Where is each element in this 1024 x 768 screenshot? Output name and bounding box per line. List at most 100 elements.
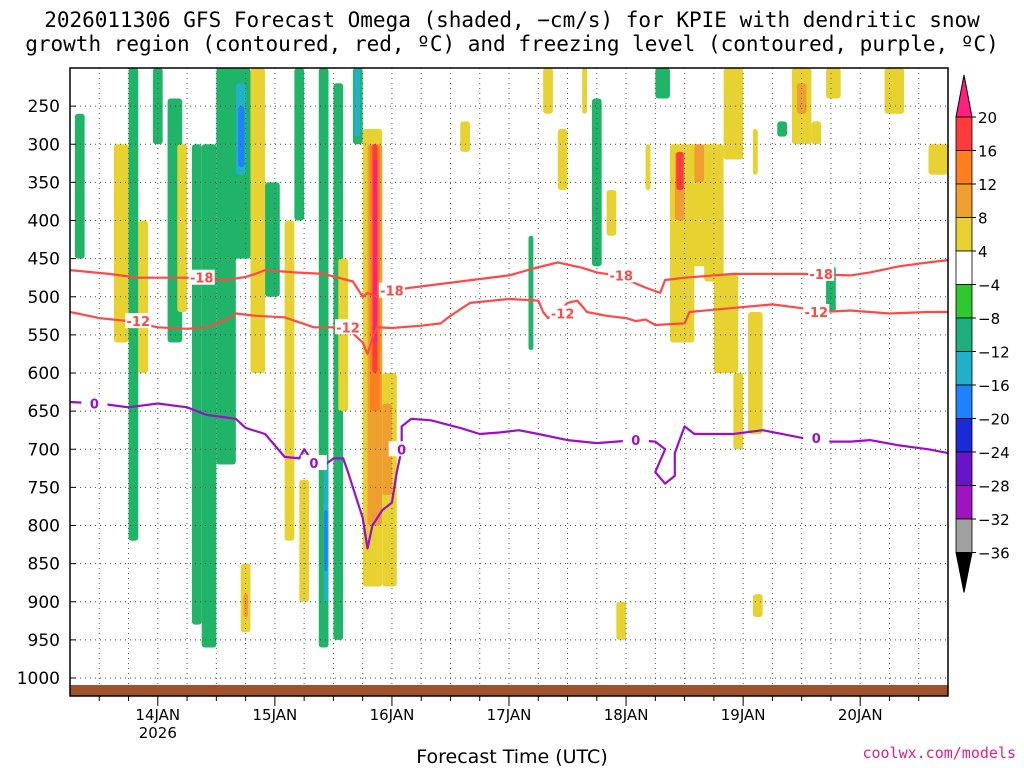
omega-patch: [676, 151, 684, 190]
colorbar-label: −8: [978, 310, 1000, 328]
freezing-level-0-label: 0: [812, 432, 821, 447]
omega-patch: [294, 68, 305, 221]
dgz-minus18-line: [70, 259, 948, 298]
dgz-minus18-label-bg: [808, 265, 835, 281]
colorbar-label: 4: [978, 243, 988, 261]
colorbar-segment: [955, 351, 973, 386]
credit-text: coolwx.com/models: [862, 744, 1016, 762]
contour-labels: -18 -18 -18 -18 -12 -12 -12 -12 0 0 0 0 0: [81, 265, 835, 472]
omega-patch: [752, 594, 763, 617]
omega-patch: [884, 68, 905, 114]
freezing-level-0-label: 0: [90, 398, 99, 413]
dgz-minus12-label-bg: [125, 313, 152, 329]
x-tick-label: 20JAN: [838, 706, 883, 724]
colorbar-label: 12: [978, 176, 997, 194]
colorbar-segment: [955, 451, 973, 486]
colorbar-segment: [955, 317, 973, 352]
dgz-minus12-label-bg: [549, 305, 576, 321]
y-tick-label: 450: [28, 250, 60, 270]
omega-patch: [373, 159, 378, 343]
y-tick-label: 350: [28, 173, 60, 193]
y-tick-label: 550: [28, 326, 60, 346]
omega-patch: [826, 68, 841, 99]
colorbar-segment: [955, 384, 973, 419]
dgz-minus18-label-bg: [608, 267, 635, 283]
colorbar-label: −36: [978, 545, 1010, 563]
omega-patch: [324, 510, 328, 572]
chart-title-line1: 2026011306 GFS Forecast Omega (shaded, −…: [44, 8, 980, 32]
colorbar-label: 16: [978, 143, 997, 161]
colorbar-bottom-arrow: [955, 552, 973, 593]
colorbar-segment: [955, 284, 973, 319]
terrain-strip: [70, 685, 948, 696]
omega-patch: [543, 68, 553, 114]
x-tick-label: 18JAN: [604, 706, 649, 724]
dgz-minus18-label: -18: [809, 268, 833, 283]
y-tick-label: 600: [28, 364, 60, 384]
omega-patch: [138, 220, 149, 373]
dgz-minus12-label-bg: [803, 304, 830, 319]
y-tick-label: 700: [28, 440, 60, 460]
colorbar-label: −20: [978, 411, 1010, 429]
contour-lines: [70, 259, 948, 550]
dgz-minus18-label-bg: [188, 269, 215, 285]
omega-patch: [177, 144, 188, 312]
omega-patch: [928, 144, 948, 175]
x-tick-label: 15JAN: [252, 706, 297, 724]
freezing-level-0-label-bg: [388, 441, 415, 457]
x-tick-label: 16JAN: [370, 706, 415, 724]
omega-patch: [460, 121, 470, 152]
freezing-level-0-label: 0: [631, 434, 640, 449]
colorbar-label: −16: [978, 377, 1010, 395]
colorbar-segment: [955, 418, 973, 453]
y-tick-label: 850: [28, 555, 60, 575]
dgz-minus18-label: -18: [609, 269, 633, 284]
colorbar-segment: [955, 150, 973, 185]
colorbar: 20 16 12 8 4 −4 −8 −12 −16 −20 −24 −28 −32 −36: [955, 74, 1010, 593]
dgz-minus18-label: -18: [190, 272, 214, 287]
x-tick-label: 17JAN: [487, 706, 532, 724]
colorbar-label: −28: [978, 478, 1010, 496]
omega-patch: [645, 144, 651, 190]
dgz-minus18-label: -18: [380, 285, 404, 300]
omega-patch: [265, 182, 280, 297]
y-tick-label: 900: [28, 593, 60, 613]
dgz-minus12-label: -12: [551, 308, 575, 323]
y-tick-label: 950: [28, 631, 60, 651]
colorbar-label: −4: [978, 277, 1000, 295]
omega-patch: [152, 68, 163, 145]
omega-patch: [299, 479, 310, 602]
y-tick-label: 650: [28, 402, 60, 422]
colorbar-label: −24: [978, 444, 1010, 462]
dgz-minus12-label: -12: [336, 321, 360, 336]
colorbar-label: 8: [978, 210, 988, 228]
dgz-minus18-label-bg: [378, 282, 405, 298]
omega-patch: [582, 68, 588, 114]
y-tick-label: 400: [28, 212, 60, 232]
omega-patch: [250, 68, 266, 373]
colorbar-segment: [955, 250, 973, 285]
y-tick-label: 300: [28, 135, 60, 155]
omega-patch: [557, 129, 568, 190]
y-tick-label: 500: [28, 288, 60, 308]
omega-patch: [655, 68, 670, 99]
dgz-minus12-line: [70, 297, 948, 355]
omega-patch: [354, 68, 361, 137]
x-tick-sublabel: 2026: [139, 724, 177, 742]
x-axis-title: Forecast Time (UTC): [416, 746, 608, 768]
freezing-level-0-label-bg: [803, 429, 830, 445]
colorbar-segment: [955, 183, 973, 218]
omega-patch: [777, 121, 788, 137]
colorbar-label: −12: [978, 344, 1010, 362]
colorbar-segment: [955, 116, 973, 151]
omega-patch: [694, 144, 705, 183]
x-tick-label: 19JAN: [721, 706, 766, 724]
omega-patch: [113, 144, 129, 343]
omega-patch: [811, 121, 822, 145]
y-tick-label: 1000: [17, 669, 60, 689]
freezing-level-0-label-bg: [300, 454, 327, 470]
dgz-minus12-label: -12: [127, 315, 151, 330]
freezing-level-0-label: 0: [309, 457, 318, 472]
y-tick-label: 250: [28, 97, 60, 117]
